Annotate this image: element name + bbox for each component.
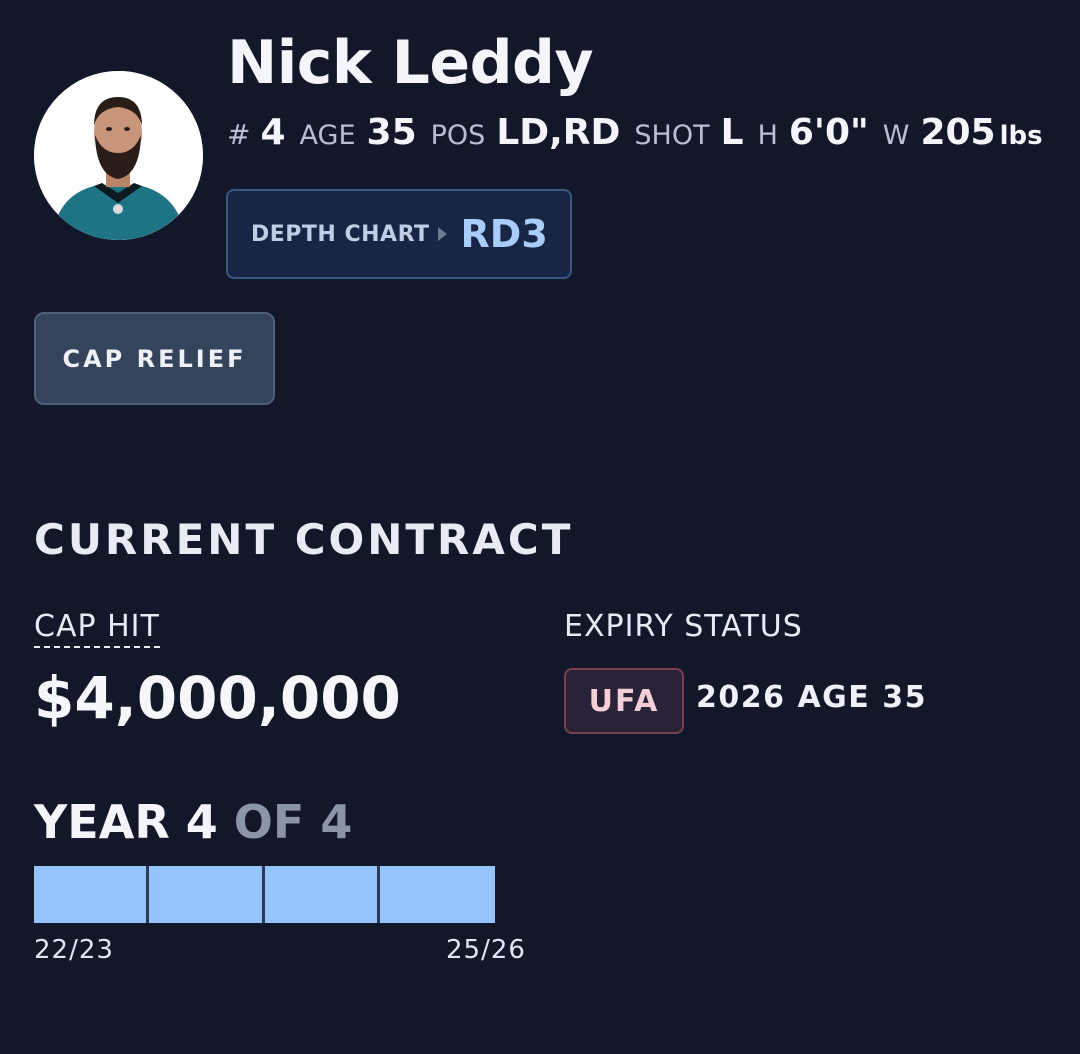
cap-relief-button[interactable]: CAP RELIEF [34,312,275,405]
shot-label: SHOT [634,120,710,151]
position-value: LD,RD [496,112,621,153]
player-bio: # 4 AGE 35 POS LD,RD SHOT L H 6'0" W 205… [227,112,1043,156]
caret-right-icon [437,227,447,241]
weight-label: W [882,120,910,151]
weight-unit: lbs [999,121,1043,151]
expiry-detail: 2026 AGE 35 [696,680,927,715]
contract-year-segment [149,866,265,923]
contract-year-segment [264,866,380,923]
expiry-status-label: EXPIRY STATUS [564,609,803,644]
contract-year-segment [34,866,150,923]
player-name: Nick Leddy [227,28,594,98]
current-contract-title: CURRENT CONTRACT [34,515,574,564]
height-value: 6'0" [788,112,869,153]
cap-hit-value: $4,000,000 [34,664,401,732]
weight-value: 205 [920,112,996,153]
number-label: # [227,118,251,151]
depth-chart-label: DEPTH CHART [251,221,430,247]
contract-progress-bar [34,866,495,923]
depth-chart-value: RD3 [460,212,548,256]
jersey-number: 4 [260,112,286,153]
age-label: AGE [299,120,356,151]
ufa-badge: UFA [564,668,684,734]
player-avatar [34,71,203,240]
contract-year: YEAR 4 OF 4 [34,795,352,849]
age-value: 35 [366,112,417,153]
season-start: 22/23 [34,935,114,965]
contract-year-segment [379,866,495,923]
shot-value: L [720,112,744,153]
contract-year-total: OF 4 [233,795,353,849]
contract-year-current: YEAR 4 [34,795,218,849]
depth-chart-button[interactable]: DEPTH CHART RD3 [226,189,572,279]
position-label: POS [430,120,486,151]
player-headshot-icon [34,71,203,240]
cap-hit-label[interactable]: CAP HIT [34,609,160,648]
season-end: 25/26 [446,935,526,965]
height-label: H [757,120,778,151]
